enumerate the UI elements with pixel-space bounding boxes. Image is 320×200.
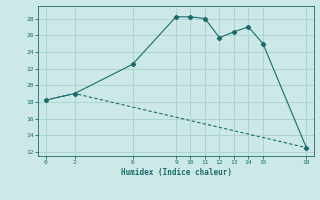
X-axis label: Humidex (Indice chaleur): Humidex (Indice chaleur) [121, 168, 231, 177]
